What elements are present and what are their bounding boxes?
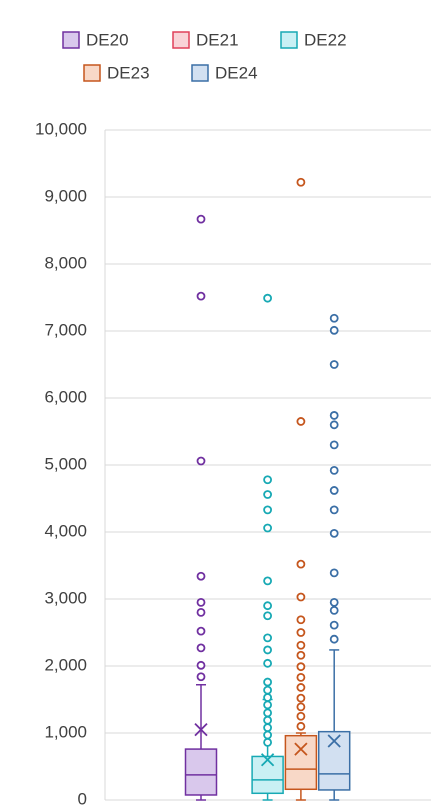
outlier	[263, 293, 273, 303]
legend-label: DE22	[304, 30, 347, 49]
outlier	[263, 523, 273, 533]
outlier	[263, 490, 273, 499]
outlier	[196, 291, 206, 301]
outlier	[196, 660, 206, 670]
y-tick-label: 10,000	[35, 119, 87, 138]
outlier	[196, 214, 206, 224]
outlier	[296, 683, 306, 692]
outlier	[263, 715, 273, 725]
mean-marker	[327, 734, 341, 748]
y-tick-label: 2,000	[44, 655, 87, 674]
outlier	[263, 611, 273, 621]
legend-label: DE21	[196, 30, 239, 49]
mean-marker	[260, 753, 275, 767]
outlier	[196, 626, 206, 636]
outlier	[296, 559, 306, 569]
y-tick-label: 7,000	[44, 320, 87, 339]
outlier	[263, 693, 273, 702]
outlier	[263, 685, 273, 695]
outlier	[296, 592, 306, 602]
outlier	[263, 505, 273, 515]
y-tick-label: 5,000	[44, 454, 87, 473]
legend-label: DE20	[86, 30, 129, 49]
outlier	[263, 737, 273, 747]
outlier	[296, 702, 306, 712]
y-tick-label: 6,000	[44, 387, 87, 406]
outlier	[329, 505, 339, 515]
outlier	[329, 620, 339, 630]
legend-label: DE23	[107, 63, 150, 82]
outlier	[196, 672, 206, 682]
outlier	[296, 672, 306, 682]
outlier	[196, 571, 206, 581]
y-tick-label: 1,000	[44, 722, 87, 741]
outlier	[329, 486, 339, 495]
outlier	[263, 700, 273, 710]
y-tick-label: 8,000	[44, 253, 87, 272]
outlier	[329, 528, 339, 538]
legend-swatch	[62, 31, 80, 49]
legend-swatch	[191, 64, 209, 82]
outlier	[263, 658, 273, 668]
outlier	[329, 325, 339, 335]
mean-marker	[194, 723, 208, 737]
outlier	[329, 634, 339, 644]
outlier	[263, 576, 273, 586]
outlier	[296, 693, 306, 703]
outlier	[263, 723, 273, 733]
outlier	[296, 721, 306, 731]
y-tick-label: 4,000	[44, 521, 87, 540]
outlier	[329, 411, 339, 420]
outlier	[296, 650, 306, 660]
box	[184, 748, 218, 796]
outlier	[296, 640, 306, 650]
outlier	[196, 597, 206, 607]
outlier	[329, 313, 339, 323]
y-tick-label: 3,000	[44, 588, 87, 607]
outlier	[296, 177, 306, 187]
y-tick-label: 9,000	[44, 186, 87, 205]
outlier	[329, 568, 339, 578]
outlier	[296, 662, 306, 672]
outlier	[196, 608, 206, 617]
outlier	[263, 645, 273, 655]
legend-swatch	[280, 31, 298, 49]
outlier	[263, 475, 273, 485]
outlier	[263, 730, 273, 740]
outlier	[329, 420, 339, 430]
outlier	[296, 711, 306, 721]
box	[251, 755, 284, 795]
outlier	[263, 677, 273, 687]
outlier	[296, 615, 306, 625]
legend-swatch	[83, 64, 101, 82]
outlier	[329, 605, 339, 615]
box	[284, 734, 318, 791]
outlier	[196, 456, 206, 466]
outlier	[263, 601, 273, 611]
legend-label: DE24	[215, 63, 258, 82]
outlier	[329, 597, 339, 607]
outlier	[263, 633, 273, 643]
outlier	[329, 360, 339, 369]
outlier	[296, 417, 306, 426]
legend-swatch	[172, 31, 190, 49]
outlier	[296, 628, 306, 637]
outlier	[263, 708, 273, 718]
y-tick-label: 0	[78, 789, 87, 808]
outlier	[329, 440, 339, 450]
outlier	[196, 643, 206, 653]
outlier	[329, 465, 339, 475]
mean-marker	[294, 742, 308, 756]
